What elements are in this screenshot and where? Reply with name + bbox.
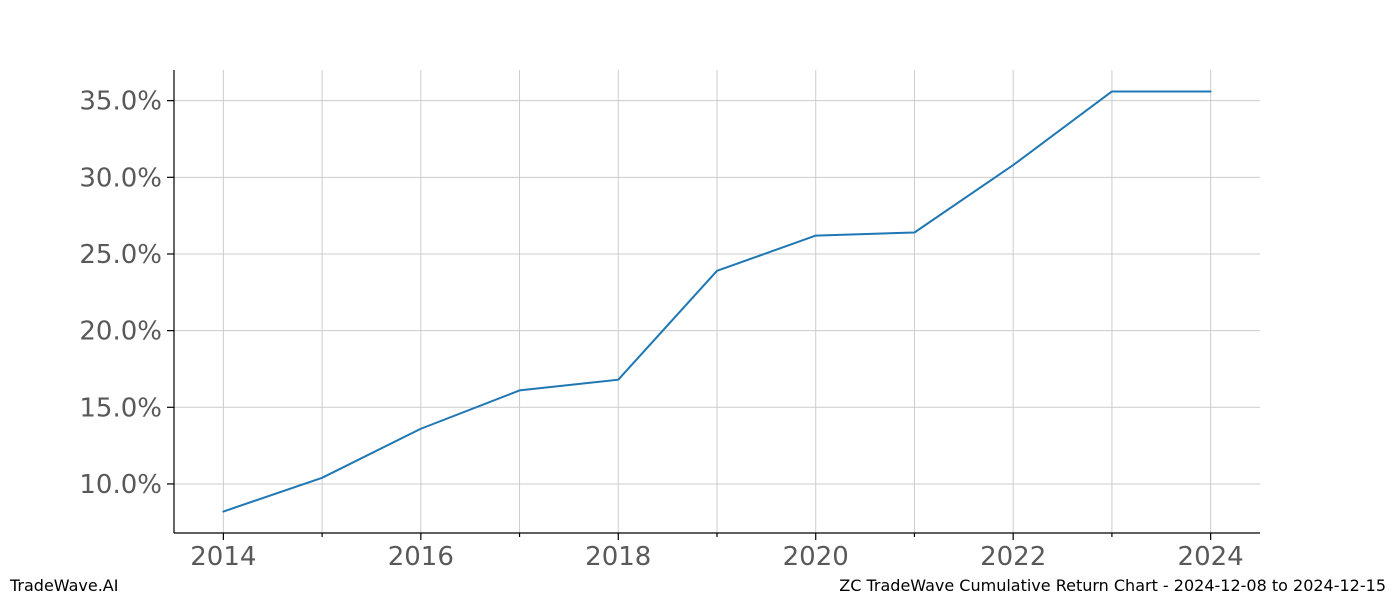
y-axis-tick-label: 15.0% (79, 393, 162, 423)
brand-watermark: TradeWave.AI (10, 576, 119, 595)
gridlines (174, 70, 1260, 533)
x-axis-tick-label: 2020 (783, 542, 849, 572)
tick-marks (167, 100, 1212, 540)
y-axis-tick-label: 20.0% (79, 317, 162, 347)
tick-labels: 2014 2016 2018 2020 2022 2024 10.0% 15.0% 20.0% 2… (79, 87, 1243, 572)
chart-footer-title: ZC TradeWave Cumulative Return Chart - 2… (839, 576, 1386, 595)
x-axis-tick-label: 2014 (190, 542, 256, 572)
y-axis-tick-label: 35.0% (79, 87, 162, 117)
x-axis-tick-label: 2016 (388, 542, 454, 572)
x-axis-tick-label: 2024 (1178, 542, 1244, 572)
x-axis-tick-label: 2022 (980, 542, 1046, 572)
x-axis-tick-label: 2018 (585, 542, 651, 572)
y-axis-tick-label: 30.0% (79, 163, 162, 193)
series-line-cumulative-return (222, 90, 1212, 513)
y-axis-tick-label: 10.0% (79, 470, 162, 500)
y-axis-tick-label: 25.0% (79, 240, 162, 270)
